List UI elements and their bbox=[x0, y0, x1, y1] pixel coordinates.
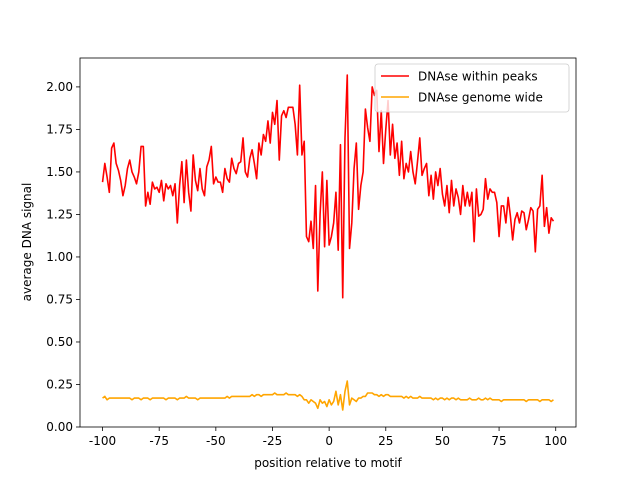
data-line bbox=[102, 380, 554, 411]
x-tick-label: 100 bbox=[544, 434, 567, 448]
legend-label: DNAse within peaks bbox=[418, 70, 538, 84]
x-axis-label: position relative to motif bbox=[254, 456, 402, 470]
x-tick-label: 0 bbox=[325, 434, 333, 448]
legend-label: DNAse genome wide bbox=[418, 91, 543, 105]
y-tick-label: 1.25 bbox=[46, 207, 73, 221]
y-tick-label: 1.00 bbox=[46, 250, 73, 264]
x-tick-label: -100 bbox=[89, 434, 116, 448]
x-tick-label: 75 bbox=[491, 434, 506, 448]
x-tick-label: -75 bbox=[149, 434, 169, 448]
x-tick-label: 25 bbox=[378, 434, 393, 448]
y-tick-label: 1.50 bbox=[46, 165, 73, 179]
y-tick-label: 0.75 bbox=[46, 292, 73, 306]
plot-frame bbox=[79, 57, 577, 428]
x-tick-label: -50 bbox=[206, 434, 226, 448]
y-axis-label: average DNA signal bbox=[20, 183, 34, 302]
x-tick-label: -25 bbox=[263, 434, 283, 448]
y-tick-label: 0.25 bbox=[46, 377, 73, 391]
y-tick-label: 1.75 bbox=[46, 122, 73, 136]
legend-box bbox=[374, 63, 570, 113]
x-tick-label: 50 bbox=[435, 434, 450, 448]
y-tick-label: 0.00 bbox=[46, 420, 73, 434]
data-line bbox=[101, 74, 555, 299]
y-tick-label: 0.50 bbox=[46, 335, 73, 349]
y-tick-label: 2.00 bbox=[46, 80, 73, 94]
